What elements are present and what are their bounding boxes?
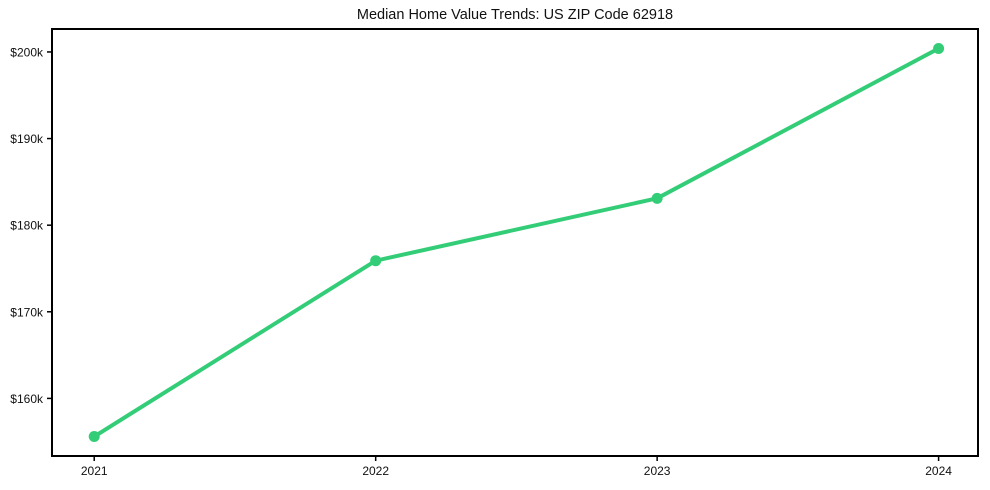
x-axis-tick-label: 2023 xyxy=(644,464,671,478)
chart-title: Median Home Value Trends: US ZIP Code 62… xyxy=(356,7,674,23)
y-axis-tick-label: $170k xyxy=(10,305,44,319)
data-point-marker xyxy=(88,431,100,443)
plot-frame xyxy=(51,28,979,457)
y-axis-tick-label: $200k xyxy=(10,45,44,59)
x-axis-tick-label: 2021 xyxy=(81,464,108,478)
y-axis-tick-label: $160k xyxy=(10,392,44,406)
trend-line xyxy=(92,46,941,439)
x-axis-tick-label: 2022 xyxy=(362,464,389,478)
data-point-marker xyxy=(370,255,382,267)
y-axis-tick-label: $180k xyxy=(10,219,44,233)
y-axis-tick-label: $190k xyxy=(10,132,44,146)
data-point-marker xyxy=(933,42,945,54)
x-axis-tick-label: 2024 xyxy=(925,464,952,478)
data-point-marker xyxy=(651,192,663,204)
